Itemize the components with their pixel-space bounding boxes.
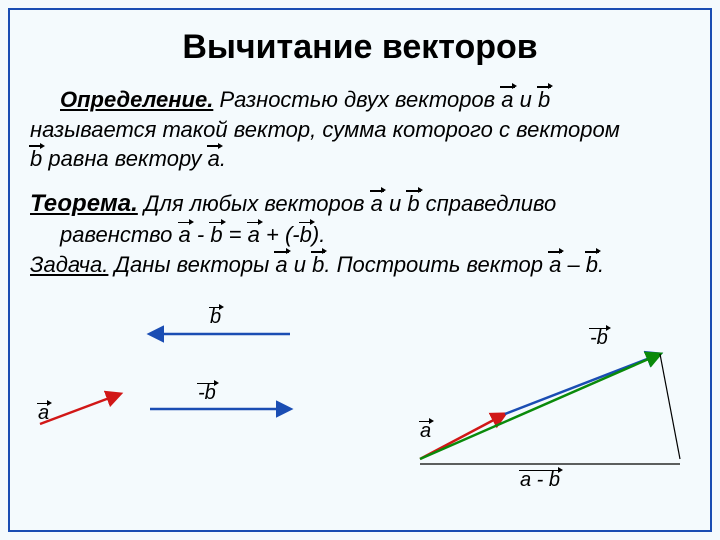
- diagram-svg: [30, 294, 690, 504]
- corner-tl: [8, 8, 30, 30]
- closing-line-1: [660, 354, 680, 459]
- slide-title: Вычитание векторов: [30, 28, 690, 67]
- label-a-minus-b-right: a - b: [520, 469, 560, 492]
- label-minus-b-right: -b: [590, 327, 608, 350]
- vector-diagram: a b -b a -b a - b: [30, 294, 690, 504]
- corner-tr: [690, 8, 712, 30]
- task-word: Задача.: [30, 252, 108, 277]
- vec-a: a: [501, 85, 513, 115]
- corner-br: [690, 510, 712, 532]
- def-line2: называется такой вектор, сумма которого …: [30, 115, 690, 145]
- vec-b: b: [538, 85, 550, 115]
- label-b-left: b: [210, 306, 221, 329]
- vector-a-left: [40, 394, 120, 424]
- theorem-block: Теорема. Для любых векторов a и b справе…: [30, 188, 690, 280]
- vec-a2: a: [208, 144, 220, 174]
- theorem-word: Теорема.: [30, 190, 138, 217]
- corner-bl: [8, 510, 30, 532]
- vec-b2: b: [30, 144, 42, 174]
- vector-a-minus-b-right: [420, 354, 660, 459]
- label-minus-b-left: -b: [198, 382, 216, 405]
- definition-block: Определение. Разностью двух векторов a и…: [30, 85, 690, 174]
- definition-word: Определение.: [60, 87, 213, 112]
- label-a-left: a: [38, 402, 49, 425]
- content-area: Вычитание векторов Определение. Разность…: [30, 20, 690, 520]
- label-a-right: a: [420, 420, 431, 443]
- def-text1: Разностью двух векторов: [219, 87, 501, 112]
